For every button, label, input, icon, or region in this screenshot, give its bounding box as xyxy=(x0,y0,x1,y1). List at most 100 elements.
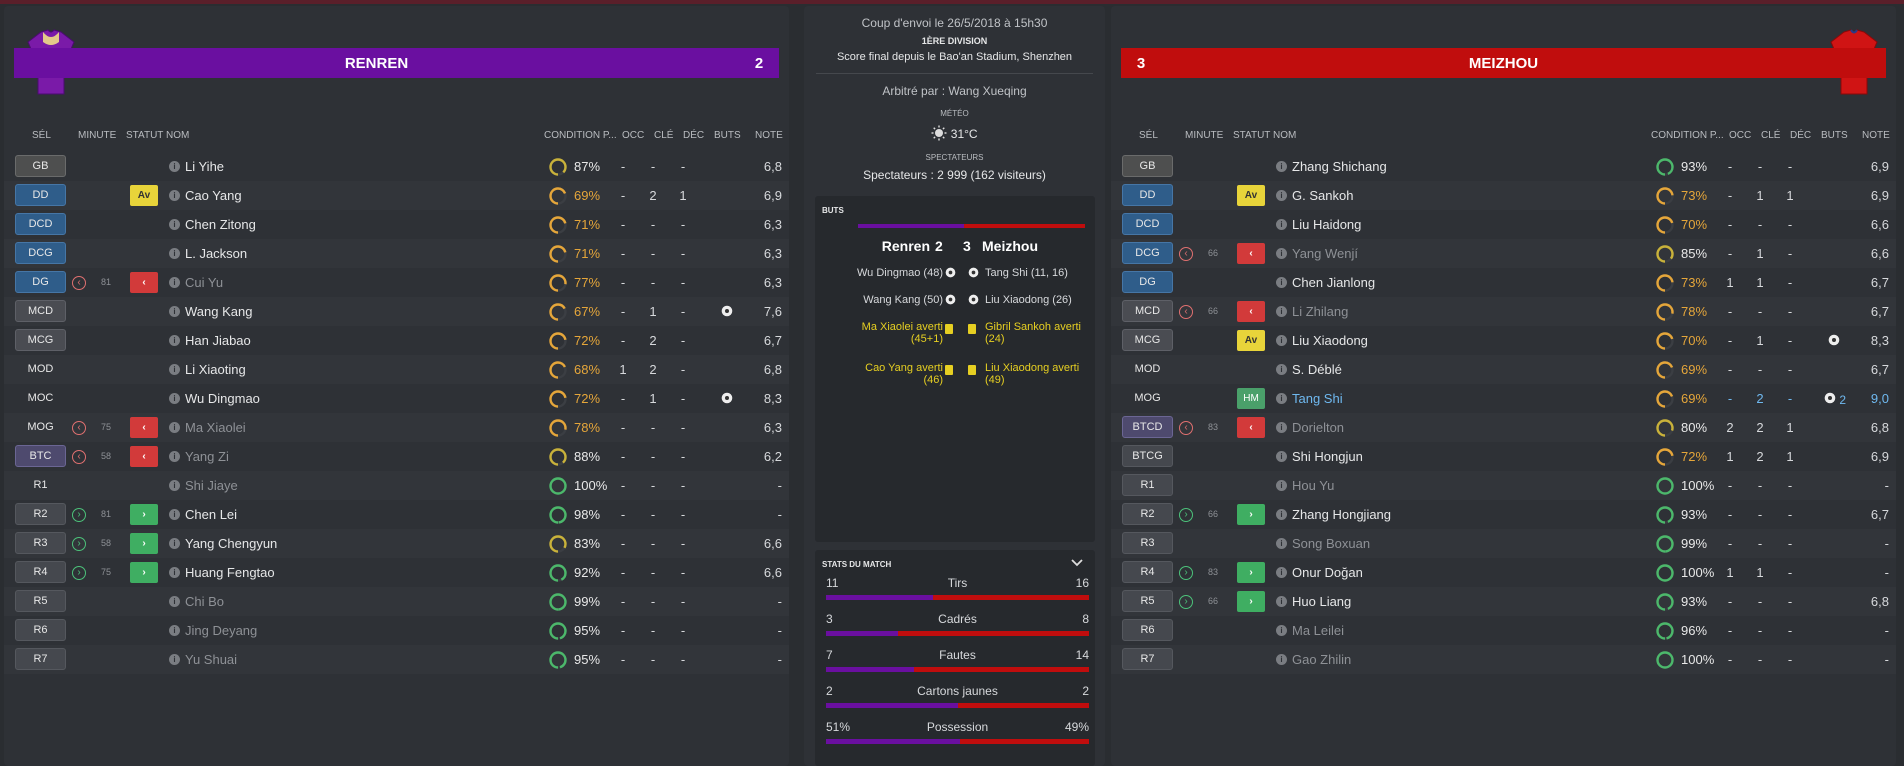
col-occ[interactable]: OCC xyxy=(622,130,645,141)
substituted-in-icon[interactable]: › xyxy=(1237,504,1265,525)
player-row[interactable]: MOG HM i Tang Shi 69% - 2 - 2 9,0 xyxy=(1111,384,1896,413)
info-icon[interactable]: i xyxy=(169,161,180,172)
col-sel[interactable]: SÉL xyxy=(1139,130,1158,141)
position-badge[interactable]: DCG xyxy=(15,242,66,264)
substituted-in-icon[interactable]: › xyxy=(1237,562,1265,583)
player-name[interactable]: Ma Xiaolei xyxy=(185,420,246,435)
booked-badge[interactable]: Av xyxy=(1237,330,1265,351)
player-row[interactable]: DCG i L. Jackson 71% - - - 6,3 xyxy=(4,239,789,268)
player-name[interactable]: Liu Xiaodong xyxy=(1292,333,1368,348)
player-name[interactable]: Cao Yang xyxy=(185,188,242,203)
info-icon[interactable]: i xyxy=(169,567,180,578)
position-badge[interactable]: BTC xyxy=(15,445,66,467)
info-icon[interactable]: i xyxy=(169,422,180,433)
referee-text[interactable]: Arbitré par : Wang Xueqing xyxy=(882,84,1027,98)
col-nom[interactable]: NOM xyxy=(166,130,190,141)
substituted-in-icon[interactable]: › xyxy=(130,562,158,583)
info-icon[interactable]: i xyxy=(169,654,180,665)
position-badge[interactable]: MOC xyxy=(27,392,54,404)
col-statut[interactable]: STATUT xyxy=(126,130,164,141)
substituted-out-icon[interactable]: ‹ xyxy=(130,446,158,467)
position-badge[interactable]: R2 xyxy=(15,503,66,525)
position-badge[interactable]: R4 xyxy=(15,561,66,583)
player-row[interactable]: MCD i Wang Kang 67% - 1 - 7,6 xyxy=(4,297,789,326)
position-badge[interactable]: DCD xyxy=(15,213,66,235)
position-badge[interactable]: DD xyxy=(15,184,66,206)
player-name[interactable]: Yang Chengyun xyxy=(185,536,278,551)
col-note[interactable]: NOTE xyxy=(1862,130,1890,141)
col-nom[interactable]: NOM xyxy=(1273,130,1297,141)
player-name[interactable]: Han Jiabao xyxy=(185,333,251,348)
info-icon[interactable]: i xyxy=(1276,277,1287,288)
player-row[interactable]: DG i Chen Jianlong 73% 1 1 - 6,7 xyxy=(1111,268,1896,297)
col-dec[interactable]: DÉC xyxy=(683,130,705,141)
player-name[interactable]: Huo Liang xyxy=(1292,594,1352,609)
position-badge[interactable]: R3 xyxy=(15,532,66,554)
player-row[interactable]: R6 i Jing Deyang 95% - - - - xyxy=(4,616,789,645)
substituted-out-icon[interactable]: ‹ xyxy=(130,272,158,293)
player-name[interactable]: Song Boxuan xyxy=(1292,536,1371,551)
position-badge[interactable]: R7 xyxy=(15,648,66,670)
away-goal-event[interactable]: Tang Shi (11, 16) xyxy=(985,267,1068,279)
player-row[interactable]: BTC ‹ 58 ‹ i Yang Zi 88% - - - 6,2 xyxy=(4,442,789,471)
position-badge[interactable]: R7 xyxy=(1122,648,1173,670)
position-badge[interactable]: BTCD xyxy=(1122,416,1173,438)
player-name[interactable]: Hou Yu xyxy=(1292,478,1335,493)
info-icon[interactable]: i xyxy=(1276,219,1287,230)
player-name[interactable]: Ma Leilei xyxy=(1292,623,1345,638)
info-icon[interactable]: i xyxy=(169,480,180,491)
position-badge[interactable]: R2 xyxy=(1122,503,1173,525)
info-icon[interactable]: i xyxy=(169,393,180,404)
position-badge[interactable]: MOD xyxy=(27,363,54,375)
player-row[interactable]: R6 i Ma Leilei 96% - - - - xyxy=(1111,616,1896,645)
player-row[interactable]: R7 i Gao Zhilin 100% - - - - xyxy=(1111,645,1896,674)
substituted-in-icon[interactable]: › xyxy=(130,504,158,525)
info-icon[interactable]: i xyxy=(1276,509,1287,520)
player-row[interactable]: R4 › 83 › i Onur Doğan 100% 1 1 - - xyxy=(1111,558,1896,587)
player-row[interactable]: R5 i Chi Bo 99% - - - - xyxy=(4,587,789,616)
home-goal-event[interactable]: Wu Dingmao (48) xyxy=(857,267,943,279)
player-name[interactable]: Liu Haidong xyxy=(1292,217,1362,232)
info-icon[interactable]: i xyxy=(1276,625,1287,636)
position-badge[interactable]: MOG xyxy=(27,421,54,433)
info-icon[interactable]: i xyxy=(1276,654,1287,665)
info-icon[interactable]: i xyxy=(169,451,180,462)
away-goal-event[interactable]: Liu Xiaodong (26) xyxy=(985,294,1072,306)
home-team-name[interactable]: RENREN xyxy=(344,54,409,72)
col-condition[interactable]: CONDITION P... xyxy=(544,130,617,141)
position-badge[interactable]: DCD xyxy=(1122,213,1173,235)
player-name[interactable]: Huang Fengtao xyxy=(185,565,275,580)
position-badge[interactable]: MCG xyxy=(1122,329,1173,351)
player-name[interactable]: Wang Kang xyxy=(185,304,253,319)
player-name[interactable]: S. Déblé xyxy=(1292,362,1342,377)
home-booking-event[interactable]: Ma Xiaolei averti (45+1) xyxy=(861,321,943,345)
player-name[interactable]: Li Xiaoting xyxy=(185,362,246,377)
info-icon[interactable]: i xyxy=(169,277,180,288)
info-icon[interactable]: i xyxy=(169,190,180,201)
player-name[interactable]: Chen Zitong xyxy=(185,217,256,232)
position-badge[interactable]: DG xyxy=(1122,271,1173,293)
player-row[interactable]: DG ‹ 81 ‹ i Cui Yu 77% - - - 6,3 xyxy=(4,268,789,297)
info-icon[interactable]: i xyxy=(169,509,180,520)
player-name[interactable]: G. Sankoh xyxy=(1292,188,1354,203)
position-badge[interactable]: MCD xyxy=(15,300,66,322)
position-badge[interactable]: R1 xyxy=(1122,474,1173,496)
player-name[interactable]: Yu Shuai xyxy=(185,652,238,667)
player-name[interactable]: Li Yihe xyxy=(185,159,225,174)
away-booking-event[interactable]: Gibril Sankoh averti (24) xyxy=(985,321,1081,345)
player-row[interactable]: DD Av i Cao Yang 69% - 2 1 6,9 xyxy=(4,181,789,210)
player-row[interactable]: DD Av i G. Sankoh 73% - 1 1 6,9 xyxy=(1111,181,1896,210)
position-badge[interactable]: R4 xyxy=(1122,561,1173,583)
info-icon[interactable]: i xyxy=(169,306,180,317)
away-team-name[interactable]: MEIZHOU xyxy=(1468,54,1539,72)
booked-badge[interactable]: Av xyxy=(130,185,158,206)
position-badge[interactable]: MOG xyxy=(1134,392,1161,404)
division-label[interactable]: 1ÈRE DIVISION xyxy=(921,36,988,46)
player-name[interactable]: Shi Jiaye xyxy=(185,478,238,493)
player-row[interactable]: R1 i Hou Yu 100% - - - - xyxy=(1111,471,1896,500)
position-badge[interactable]: DCG xyxy=(1122,242,1173,264)
player-row[interactable]: BTCD ‹ 83 ‹ i Dorielton 80% 2 2 1 6,8 xyxy=(1111,413,1896,442)
info-icon[interactable]: i xyxy=(1276,161,1287,172)
position-badge[interactable]: R3 xyxy=(1122,532,1173,554)
position-badge[interactable]: GB xyxy=(1122,155,1173,177)
